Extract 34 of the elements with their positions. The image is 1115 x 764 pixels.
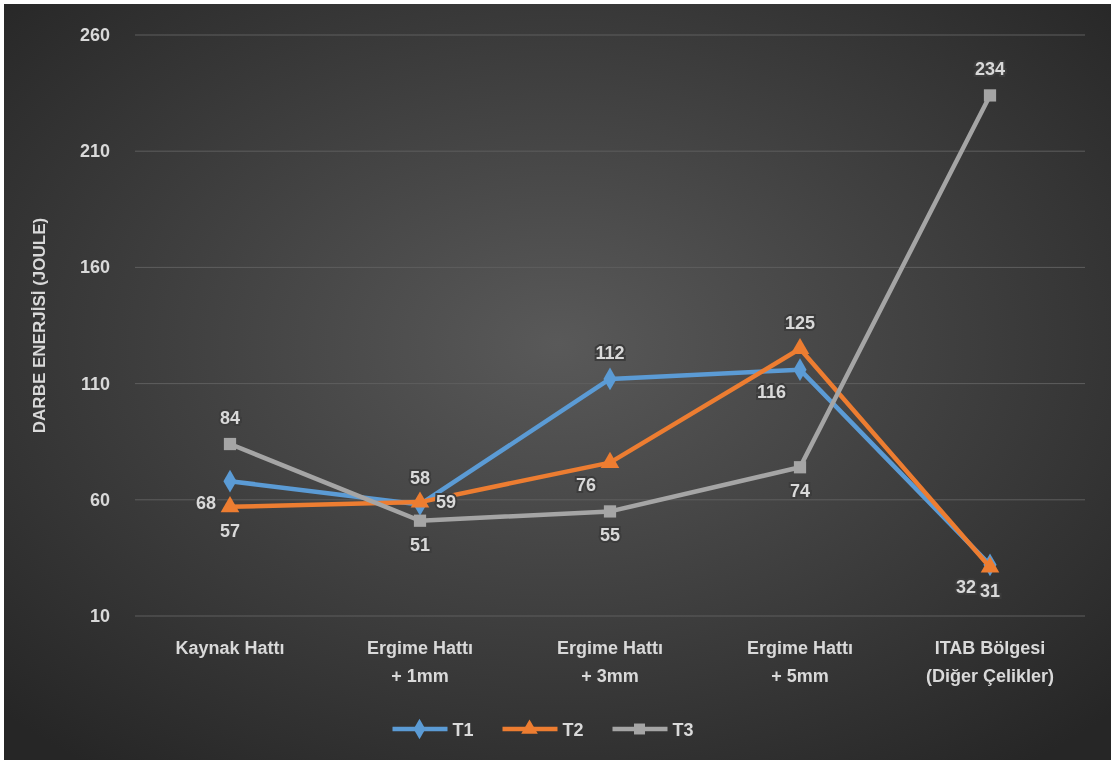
y-tick-label: 10 — [89, 606, 110, 626]
y-axis-title: DARBE ENERJİSİ (JOULE) — [30, 217, 49, 434]
x-tick-label: Ergime Hattı + 5mm — [746, 638, 854, 686]
data-label: 32 — [955, 576, 976, 597]
data-label: 234 — [974, 59, 1006, 80]
y-tick-label: 160 — [79, 257, 110, 278]
point — [603, 505, 617, 518]
data-label: 55 — [599, 525, 621, 546]
x-tick-label: ITAB Bölgesi (Diğer Çelikler) — [925, 638, 1055, 686]
x-tick-label: Ergime Hattı + 3mm — [556, 638, 664, 686]
data-label: 57 — [219, 520, 241, 541]
data-label: 68 — [195, 493, 216, 514]
data-label: 51 — [409, 534, 431, 555]
y-tick-label: 110 — [80, 373, 110, 394]
y-tick-label: 60 — [89, 489, 110, 510]
point — [223, 437, 237, 451]
point — [793, 461, 807, 474]
legend-label: T3 — [672, 720, 694, 740]
data-label: 76 — [575, 474, 596, 495]
y-tick-label: 260 — [79, 25, 110, 45]
point — [983, 89, 997, 102]
legend-label: T1 — [452, 720, 474, 740]
data-label: 58 — [409, 468, 431, 489]
point — [413, 514, 427, 527]
data-label: 74 — [789, 481, 811, 502]
data-label: 125 — [784, 312, 816, 333]
y-tick-label: 210 — [79, 141, 110, 162]
data-label: 116 — [756, 381, 786, 402]
legend-label: T2 — [562, 720, 584, 740]
x-tick-label: Ergime Hattı + 1mm — [366, 638, 474, 686]
data-label: 112 — [595, 342, 625, 363]
data-label: 84 — [219, 408, 241, 429]
x-tick-label: Kaynak Hattı — [175, 638, 285, 658]
data-label: 31 — [979, 581, 1001, 602]
